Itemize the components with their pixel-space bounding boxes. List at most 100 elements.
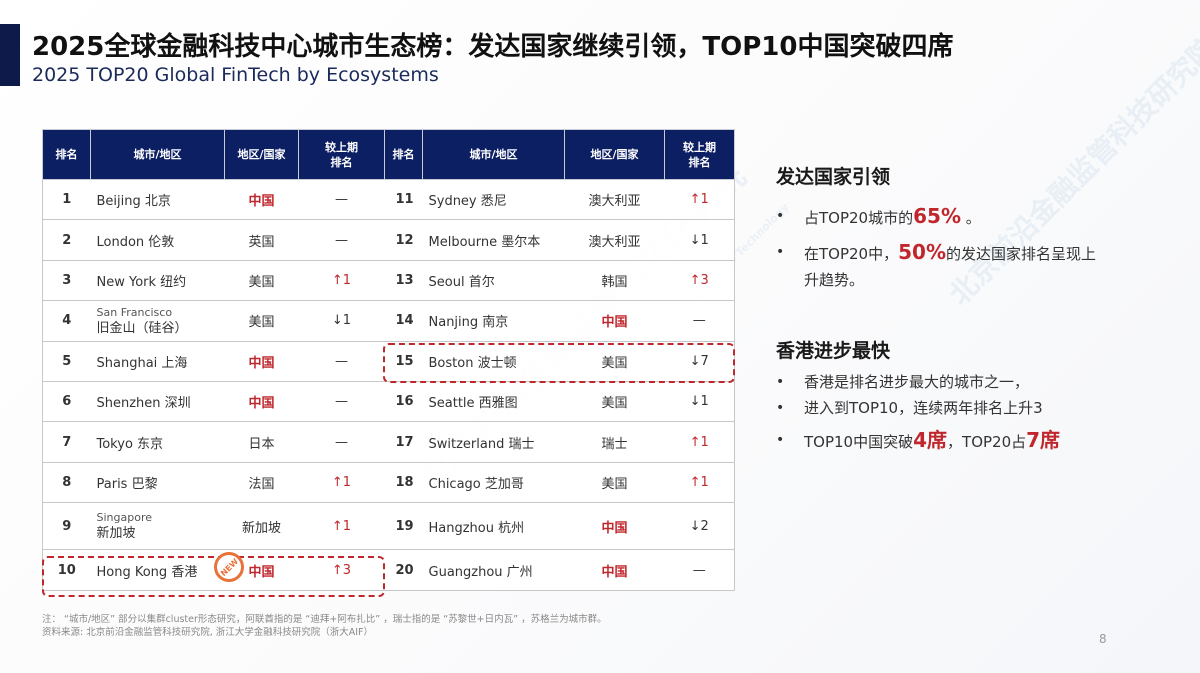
table-row: 1 Beijing 北京 中国 —11 Sydney 悉尼 澳大利亚 ↑1 xyxy=(42,178,735,221)
rank-cell: 9 xyxy=(42,502,91,551)
page-number: 8 xyxy=(1099,632,1107,646)
city-name-cn: 悉尼 xyxy=(480,194,507,210)
city-name-cn: 伦敦 xyxy=(148,234,175,250)
city-name-en: San Francisco xyxy=(96,305,173,319)
highlight-number: 65% xyxy=(913,204,961,228)
rank-change-cell: ↑1 xyxy=(664,461,735,504)
city-name-en: Guangzhou xyxy=(428,564,503,580)
region-cell: 中国 xyxy=(224,178,299,221)
city-name-cn: 首尔 xyxy=(468,274,495,290)
rank-cell: 10 xyxy=(42,549,91,592)
rank-change-cell: ↓1 xyxy=(664,380,735,423)
header-change: 较上期 排名 xyxy=(298,129,385,180)
city-cell: Shanghai 上海 xyxy=(90,340,225,382)
region-cell: 中国 xyxy=(224,380,299,423)
rank-change-cell: — xyxy=(664,549,735,592)
region-cell: 美国 xyxy=(564,461,665,504)
header-change: 较上期 排名 xyxy=(664,129,735,180)
city-name-en: Nanjing xyxy=(428,315,479,331)
section-hongkong: 香港进步最快 香港是排名进步最大的城市之一， 进入到TOP10，连续两年排名上升… xyxy=(776,336,1060,455)
rank-cell: 1 xyxy=(42,178,91,221)
city-name-en: Hong Kong xyxy=(96,564,168,580)
rank-change-cell: ↑1 xyxy=(298,502,385,551)
bullet-text: 的发达国家排名呈现上升趋势。 xyxy=(804,245,1096,289)
region-cell: 中国 xyxy=(564,502,665,551)
city-name-cn: 瑞士 xyxy=(508,436,535,452)
city-name-en: London xyxy=(96,234,145,250)
region-cell: 中国 xyxy=(564,300,665,342)
rank-cell: 3 xyxy=(42,259,91,302)
city-cell: Hong Kong 香港 xyxy=(90,549,225,592)
rank-cell: 12 xyxy=(384,219,423,261)
rank-change-cell: ↑3 xyxy=(298,549,385,592)
table-body: 1 Beijing 北京 中国 —11 Sydney 悉尼 澳大利亚 ↑1 2 London 伦… xyxy=(42,178,735,592)
header-change-line1: 较上期 xyxy=(683,140,716,154)
table-row: 8 Paris 巴黎 法国 ↑1 18 Chicago 芝加哥 美国 ↑1 xyxy=(42,461,735,504)
bullet-list: 香港是排名进步最大的城市之一， 进入到TOP10，连续两年排名上升3 TOP10… xyxy=(776,369,1060,455)
city-cell: Hangzhou 杭州 xyxy=(422,502,565,551)
city-name-cn: 新加坡 xyxy=(96,526,136,542)
rank-cell: 20 xyxy=(384,549,423,592)
region-cell: 美国 xyxy=(564,380,665,423)
city-cell: Seoul 首尔 xyxy=(422,259,565,302)
title-accent-bar xyxy=(0,24,20,86)
city-name-en: Seoul xyxy=(428,274,465,290)
city-name-cn: 东京 xyxy=(137,436,164,452)
rank-cell: 14 xyxy=(384,300,423,342)
bullet-text: 占TOP20城市的 xyxy=(804,209,914,227)
bullet-item: 占TOP20城市的65% 。 xyxy=(776,203,1106,231)
footnote-source: 资料来源: 北京前沿金融监管科技研究院, 浙江大学金融科技研究院（浙大AIF） xyxy=(42,627,374,638)
highlight-number: 7席 xyxy=(1026,428,1061,452)
footnote-note: 注： “城市/地区” 部分以集群cluster形态研究，阿联酋指的是 “迪拜+阿… xyxy=(42,614,607,625)
city-name-en: Seattle xyxy=(428,396,475,412)
city-cell: Seattle 西雅图 xyxy=(422,380,565,423)
region-cell: 美国 xyxy=(224,259,299,302)
region-cell: 法国 xyxy=(224,461,299,504)
ranking-table-container: 排名 城市/地区 地区/国家 较上期 排名 排名 城市/地区 地区/国家 较上期排… xyxy=(42,129,735,592)
city-cell: London 伦敦 xyxy=(90,219,225,261)
city-name-cn: 波士顿 xyxy=(477,355,517,371)
rank-change-cell: ↑3 xyxy=(664,259,735,302)
city-name-cn: 杭州 xyxy=(498,520,525,536)
rank-cell: 2 xyxy=(42,219,91,261)
city-name-cn: 深圳 xyxy=(164,396,191,412)
city-name-en: Chicago xyxy=(428,476,481,492)
rank-cell: 8 xyxy=(42,461,91,504)
rank-change-cell: ↑1 xyxy=(664,421,735,463)
rank-change-cell: — xyxy=(664,300,735,342)
footnote: 注： “城市/地区” 部分以集群cluster形态研究，阿联酋指的是 “迪拜+阿… xyxy=(42,613,607,639)
header-change-line2: 排名 xyxy=(688,155,711,169)
city-name-en: Melbourne xyxy=(428,234,498,250)
region-cell: 澳大利亚 xyxy=(564,219,665,261)
header-city: 城市/地区 xyxy=(90,129,225,180)
city-name-cn: 旧金山（硅谷） xyxy=(96,320,188,336)
page-subtitle: 2025 TOP20 Global FinTech by Ecosystems xyxy=(32,64,439,86)
city-name-en: Singapore xyxy=(96,511,153,525)
bullet-item: 香港是排名进步最大的城市之一， xyxy=(776,369,1060,395)
city-name-en: Tokyo xyxy=(96,436,133,452)
city-name-cn: 巴黎 xyxy=(131,476,158,492)
table-row: 3 New York 纽约 美国 ↑1 13 Seoul 首尔 韩国 ↑3 xyxy=(42,259,735,302)
section-developed-countries: 发达国家引领 占TOP20城市的65% 。 在TOP20中，50%的发达国家排名… xyxy=(776,162,1106,297)
city-cell: Sydney 悉尼 xyxy=(422,178,565,221)
region-cell: 瑞士 xyxy=(564,421,665,463)
table-row: 5 Shanghai 上海 中国 —15 Boston 波士顿 美国 ↓7 xyxy=(42,340,735,382)
header-city: 城市/地区 xyxy=(422,129,565,180)
city-name-en: Switzerland xyxy=(428,436,505,452)
table-row: 6 Shenzhen 深圳 中国 —16 Seattle 西雅图 美国 ↓1 xyxy=(42,380,735,423)
rank-cell: 7 xyxy=(42,421,91,463)
rank-cell: 17 xyxy=(384,421,423,463)
rank-cell: 6 xyxy=(42,380,91,423)
region-cell: 澳大利亚 xyxy=(564,178,665,221)
rank-cell: 18 xyxy=(384,461,423,504)
region-cell: 韩国 xyxy=(564,259,665,302)
region-cell: 日本 xyxy=(224,421,299,463)
city-cell: Singapore 新加坡 xyxy=(90,502,225,551)
bullet-text: TOP10中国突破 xyxy=(804,433,914,451)
region-cell: 美国 xyxy=(564,340,665,382)
header-region: 地区/国家 xyxy=(224,129,299,180)
city-name-cn: 西雅图 xyxy=(478,396,518,412)
rank-change-cell: ↓1 xyxy=(664,219,735,261)
city-cell: Switzerland 瑞士 xyxy=(422,421,565,463)
city-name-en: Beijing xyxy=(96,194,141,210)
